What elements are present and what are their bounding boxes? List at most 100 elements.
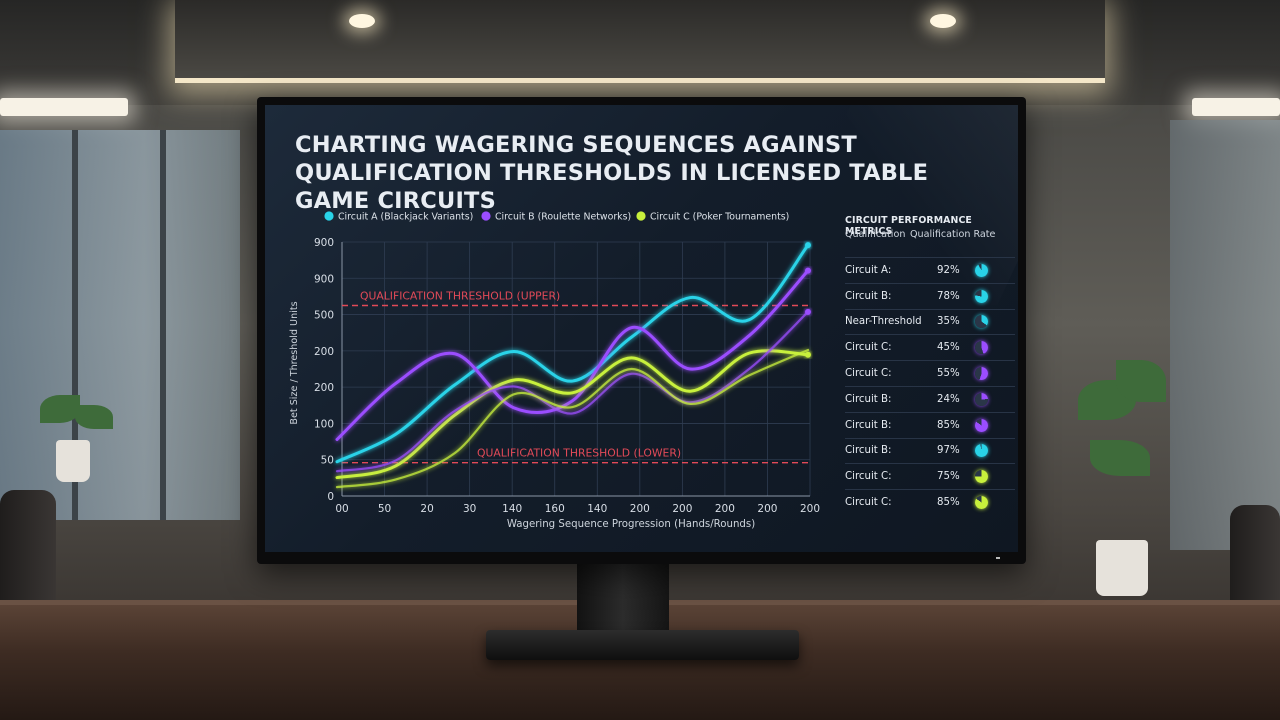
axes: 0 50 100 200 200 500 900 900 00 50 20 30 140 160 140 20… xyxy=(314,237,820,515)
metrics-rows: Circuit A: 92% Circuit B: 78% Near-Threshold… xyxy=(845,257,1015,515)
pie-icon xyxy=(975,315,988,329)
y-tick-label: 200 xyxy=(314,382,334,394)
series-line xyxy=(335,349,810,480)
threshold-lines: QUALIFICATION THRESHOLD (UPPER) QUALIFICA… xyxy=(342,290,810,464)
legend-marker xyxy=(324,211,334,221)
window-mullion xyxy=(72,130,78,520)
metric-row: Circuit C: 75% xyxy=(845,463,1015,489)
metric-label: Circuit A: xyxy=(845,264,892,276)
pie-icon xyxy=(975,496,988,510)
y-tick-label: 500 xyxy=(314,310,334,322)
monitor: CHARTING WAGERING SEQUENCES AGAINST QUAL… xyxy=(257,97,1026,564)
monitor-screen: CHARTING WAGERING SEQUENCES AGAINST QUAL… xyxy=(265,105,1018,552)
x-tick-label: 50 xyxy=(378,503,391,515)
y-tick-label: 200 xyxy=(314,346,334,358)
x-tick-label: 140 xyxy=(502,503,522,515)
metric-row: Circuit B: 24% xyxy=(845,385,1015,412)
ceiling-light-cove xyxy=(175,0,1105,83)
series-lines xyxy=(335,242,811,489)
legend-label: Circuit B (Roulette Networks) xyxy=(495,212,631,223)
x-tick-label: 200 xyxy=(715,503,735,515)
x-tick-label: 200 xyxy=(800,503,820,515)
x-axis-label: Wagering Sequence Progression (Hands/Rou… xyxy=(507,519,755,530)
pie-icon xyxy=(975,418,988,432)
ceiling-light-strip xyxy=(1192,98,1280,116)
legend: Circuit A (Blackjack Variants) Circuit B … xyxy=(324,211,789,223)
series-line xyxy=(335,269,810,441)
pie-icon xyxy=(975,341,988,355)
plant-pot xyxy=(1096,540,1148,596)
metrics-col-rate: Qualification Rate xyxy=(910,229,996,240)
plant-leaf xyxy=(1090,440,1150,476)
plant-leaf xyxy=(75,405,113,429)
x-tick-label: 160 xyxy=(545,503,565,515)
x-tick-label: 20 xyxy=(420,503,433,515)
metric-value: 75% xyxy=(937,471,960,483)
series-end-point xyxy=(805,351,811,358)
x-tick-label: 00 xyxy=(335,503,348,515)
y-axis-label: Bet Size / Threshold Units xyxy=(289,301,300,424)
metric-label: Circuit C: xyxy=(845,497,892,509)
metric-label: Circuit B: xyxy=(845,445,892,457)
metric-label: Circuit B: xyxy=(845,393,892,405)
window-mullion xyxy=(160,130,166,520)
metric-row: Circuit C: 45% xyxy=(845,334,1015,360)
pie-icon xyxy=(975,470,988,484)
pie-icon xyxy=(975,444,988,458)
metric-value: 97% xyxy=(937,445,960,457)
metric-row: Circuit A: 92% xyxy=(845,257,1015,283)
legend-marker xyxy=(636,211,646,221)
metric-row: Circuit B: 85% xyxy=(845,411,1015,438)
metric-value: 55% xyxy=(937,368,960,380)
x-tick-label: 140 xyxy=(587,503,607,515)
metric-row: Circuit C: 85% xyxy=(845,489,1015,515)
y-tick-label: 100 xyxy=(314,418,334,430)
pie-icon xyxy=(975,367,988,381)
metric-label: Circuit C: xyxy=(845,471,892,483)
metric-label: Circuit B: xyxy=(845,290,892,302)
threshold-label: QUALIFICATION THRESHOLD (UPPER) xyxy=(360,290,560,303)
x-tick-label: 200 xyxy=(630,503,650,515)
chart-title: CHARTING WAGERING SEQUENCES AGAINST QUAL… xyxy=(295,132,929,214)
x-tick-label: 200 xyxy=(757,503,777,515)
metric-value: 35% xyxy=(937,316,960,328)
metrics-title: CIRCUIT PERFORMANCE METRICS xyxy=(845,215,972,237)
office-window xyxy=(0,130,240,520)
series-end-point xyxy=(805,308,811,315)
x-tick-label: 30 xyxy=(463,503,476,515)
ceiling-spotlight xyxy=(930,14,956,28)
legend-label: Circuit C (Poker Tournaments) xyxy=(650,212,789,223)
y-tick-label: 0 xyxy=(327,491,334,503)
pie-icon xyxy=(975,289,988,303)
metric-label: Circuit C: xyxy=(845,342,892,354)
legend-marker xyxy=(481,211,491,221)
series-line xyxy=(335,243,810,464)
series-end-point xyxy=(805,267,811,274)
metric-row: Circuit C: 55% xyxy=(845,360,1015,386)
metric-value: 24% xyxy=(937,393,960,405)
monitor-stand-neck xyxy=(577,560,669,638)
series-line xyxy=(335,348,810,489)
pie-icon xyxy=(975,263,988,277)
metrics-col-qualification: Qualification xyxy=(845,229,906,240)
plant-leaf xyxy=(1116,360,1166,402)
ceiling-light-strip xyxy=(0,98,128,116)
x-tick-label: 200 xyxy=(672,503,692,515)
glass-partition xyxy=(1170,120,1280,550)
metric-value: 92% xyxy=(937,264,960,276)
metric-label: Circuit B: xyxy=(845,419,892,431)
metric-label: Near-Threshold xyxy=(845,316,922,328)
monitor-stand-base xyxy=(486,630,799,660)
y-tick-label: 900 xyxy=(314,237,334,249)
metric-value: 78% xyxy=(937,290,960,302)
y-tick-label: 900 xyxy=(314,273,334,285)
plant-leaf xyxy=(40,395,80,423)
power-indicator xyxy=(996,557,1000,559)
line-chart: 0 50 100 200 200 500 900 900 00 50 20 30 140 160 140 20… xyxy=(289,211,820,530)
legend-label: Circuit A (Blackjack Variants) xyxy=(338,212,473,223)
y-tick-label: 50 xyxy=(321,455,334,467)
threshold-label: QUALIFICATION THRESHOLD (LOWER) xyxy=(477,447,681,460)
series-line xyxy=(335,310,810,473)
metrics-header: Qualification Qualification Rate xyxy=(845,229,1015,257)
metric-row: Circuit B: 78% xyxy=(845,282,1015,309)
